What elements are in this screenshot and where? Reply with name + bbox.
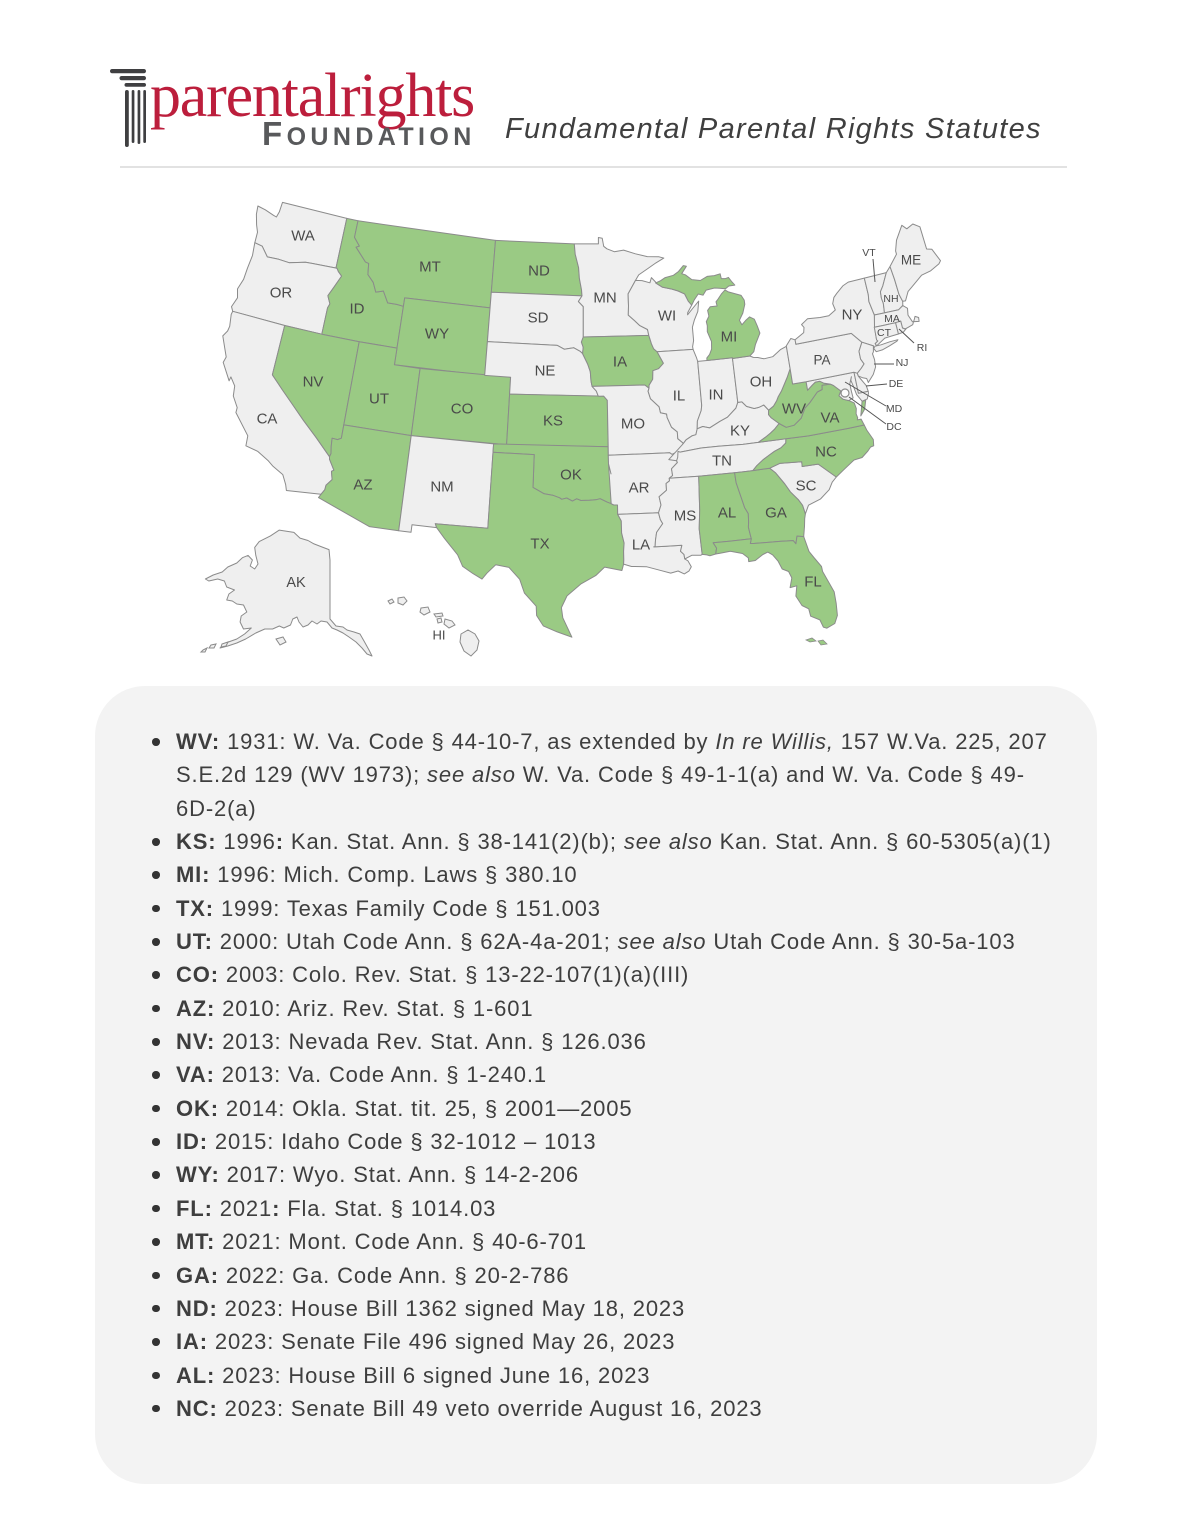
svg-text:DC: DC [886, 421, 902, 433]
svg-text:RI: RI [917, 342, 928, 354]
svg-text:AR: AR [629, 480, 650, 497]
svg-text:SD: SD [528, 310, 549, 327]
svg-text:ME: ME [901, 253, 921, 268]
svg-text:WY: WY [425, 326, 449, 343]
svg-text:AK: AK [286, 575, 306, 591]
svg-text:VA: VA [821, 410, 840, 427]
svg-text:AZ: AZ [353, 477, 372, 494]
svg-text:NM: NM [430, 479, 453, 496]
svg-text:NH: NH [883, 293, 898, 305]
svg-text:MD: MD [886, 403, 903, 415]
svg-text:MS: MS [674, 508, 697, 525]
svg-text:CT: CT [877, 327, 892, 339]
svg-text:MI: MI [721, 329, 738, 346]
svg-text:TX: TX [530, 536, 549, 553]
svg-text:WV: WV [782, 401, 806, 418]
svg-text:MT: MT [419, 259, 441, 276]
svg-text:NJ: NJ [896, 357, 909, 369]
svg-text:NE: NE [535, 363, 556, 380]
svg-text:MN: MN [593, 290, 616, 307]
svg-text:ID: ID [350, 301, 365, 318]
svg-text:UT: UT [369, 391, 389, 408]
svg-text:IA: IA [613, 354, 627, 371]
svg-text:ND: ND [528, 263, 550, 280]
svg-text:MO: MO [621, 416, 645, 433]
svg-text:WI: WI [658, 308, 676, 325]
svg-text:CO: CO [451, 401, 474, 418]
svg-text:FL: FL [804, 574, 822, 591]
svg-text:KY: KY [730, 423, 750, 440]
svg-text:MA: MA [884, 313, 900, 325]
svg-text:HI: HI [433, 628, 446, 643]
svg-text:CA: CA [257, 411, 278, 428]
svg-text:OR: OR [270, 285, 293, 302]
svg-text:PA: PA [813, 353, 830, 368]
svg-text:LA: LA [632, 537, 650, 554]
svg-text:IL: IL [673, 388, 686, 405]
svg-text:NC: NC [815, 444, 837, 461]
svg-text:WA: WA [291, 228, 315, 245]
svg-text:DE: DE [889, 378, 904, 390]
svg-text:AL: AL [718, 505, 736, 522]
svg-text:GA: GA [765, 505, 787, 522]
svg-text:NY: NY [842, 307, 863, 324]
svg-text:KS: KS [543, 413, 563, 430]
svg-text:NV: NV [303, 374, 324, 391]
svg-text:IN: IN [709, 387, 724, 404]
svg-text:OH: OH [750, 374, 773, 391]
svg-text:TN: TN [712, 453, 732, 470]
svg-text:SC: SC [796, 478, 817, 495]
svg-text:OK: OK [560, 467, 582, 484]
svg-text:VT: VT [862, 247, 876, 259]
